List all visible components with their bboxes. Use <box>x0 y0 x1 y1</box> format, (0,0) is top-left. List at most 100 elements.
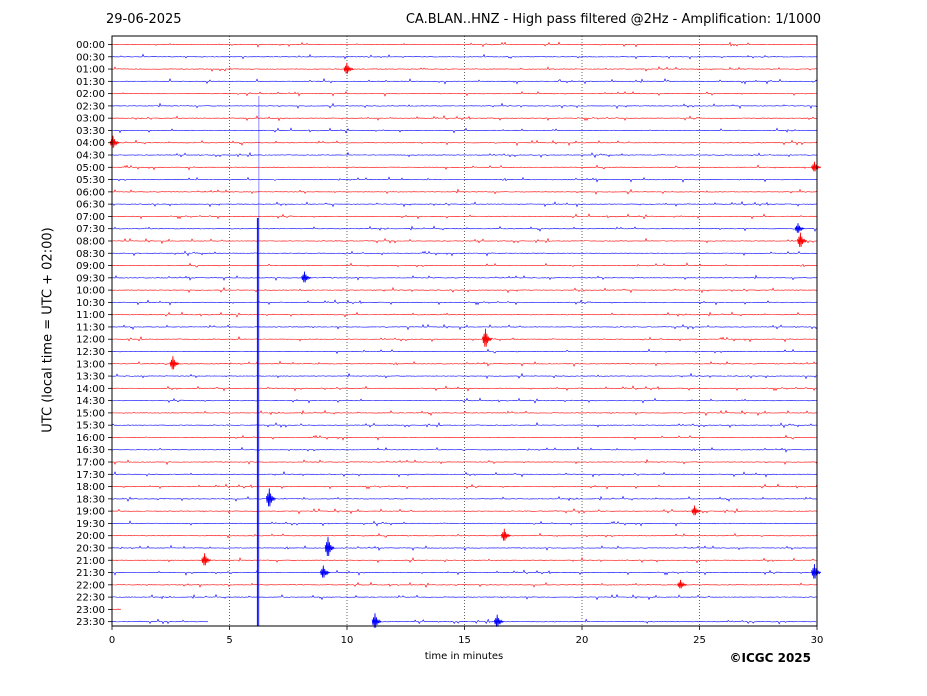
x-tick-label: 10 <box>341 635 354 646</box>
event-burst <box>343 62 354 74</box>
y-tick-label: 06:00 <box>76 187 105 198</box>
y-tick-label: 11:30 <box>76 322 105 333</box>
y-tick-label: 19:00 <box>76 507 105 518</box>
trace-0800 <box>111 237 818 245</box>
y-tick-label: 12:00 <box>76 335 105 346</box>
y-tick-label: 22:00 <box>76 580 105 591</box>
plot-title: CA.BLAN..HNZ - High pass filtered @2Hz -… <box>405 12 821 27</box>
event-burst <box>266 488 276 507</box>
y-tick-label: 03:00 <box>76 114 105 125</box>
y-tick-label: 13:30 <box>76 372 105 383</box>
y-tick-label: 20:30 <box>76 543 105 554</box>
event-burst <box>169 356 180 370</box>
trace-0530 <box>111 176 818 183</box>
trace-1400 <box>111 385 818 392</box>
trace-0500 <box>111 164 818 171</box>
trace-1930 <box>111 520 818 527</box>
x-tick-label: 25 <box>693 635 706 646</box>
y-tick-label: 23:00 <box>76 605 105 616</box>
trace-0900 <box>111 262 818 268</box>
event-burst <box>811 564 822 579</box>
y-tick-label: 20:00 <box>76 531 105 542</box>
y-tick-label: 18:00 <box>76 482 105 493</box>
trace-1830 <box>111 495 818 502</box>
y-tick-label: 09:00 <box>76 261 105 272</box>
trace-2330 <box>111 618 209 625</box>
trace-0130 <box>111 78 818 85</box>
trace-0400 <box>111 139 818 146</box>
trace-0100 <box>111 66 818 72</box>
trace-1630 <box>111 446 818 453</box>
event-burst <box>324 536 335 557</box>
trace-1100 <box>111 311 818 318</box>
event-burst <box>494 614 504 627</box>
trace-1900 <box>111 508 818 515</box>
y-tick-label: 01:00 <box>76 65 105 76</box>
trace-0630 <box>111 201 818 208</box>
trace-2200 <box>111 581 818 588</box>
trace-0330 <box>111 127 818 134</box>
trace-0230 <box>111 102 818 110</box>
y-tick-label: 14:30 <box>76 396 105 407</box>
event-burst <box>320 565 330 578</box>
y-tick-label: 17:00 <box>76 458 105 469</box>
trace-0700 <box>111 213 818 220</box>
event-burst <box>301 271 312 283</box>
trace-1530 <box>111 421 818 429</box>
trace-1200 <box>111 336 818 343</box>
y-tick-label: 21:00 <box>76 556 105 567</box>
trace-0300 <box>111 115 818 122</box>
event-burst <box>811 161 822 172</box>
trace-0730 <box>111 225 818 232</box>
trace-1700 <box>111 458 818 466</box>
y-tick-label: 17:30 <box>76 470 105 481</box>
y-tick-label: 22:30 <box>76 593 105 604</box>
trace-1430 <box>111 397 818 404</box>
event-burst <box>201 553 212 566</box>
y-tick-label: 23:30 <box>76 617 105 628</box>
trace-1730 <box>111 471 818 478</box>
trace-2030 <box>111 544 818 552</box>
trace-1130 <box>111 323 818 331</box>
trace-2130 <box>111 569 818 576</box>
y-tick-label: 04:00 <box>76 138 105 149</box>
trace-1330 <box>111 372 818 380</box>
event-burst <box>677 579 688 589</box>
y-tick-label: 02:00 <box>76 89 105 100</box>
y-tick-label: 12:30 <box>76 347 105 358</box>
copyright-notice: ©ICGC 2025 <box>729 651 811 665</box>
trace-0200 <box>111 91 818 97</box>
event-burst <box>691 505 702 516</box>
y-tick-label: 16:00 <box>76 433 105 444</box>
y-tick-label: 00:00 <box>76 40 105 51</box>
y-tick-label: 19:30 <box>76 519 105 530</box>
y-tick-label: 15:30 <box>76 421 105 432</box>
trace-1030 <box>111 299 818 306</box>
trace-1600 <box>111 434 818 441</box>
trace-0930 <box>111 274 817 281</box>
trace-2330 <box>375 618 817 625</box>
event-burst <box>501 528 511 541</box>
event-burst <box>797 232 808 248</box>
trace-1300 <box>111 360 817 367</box>
event-burst <box>482 328 493 347</box>
y-tick-label: 07:00 <box>76 212 105 223</box>
y-tick-label: 07:30 <box>76 224 105 235</box>
plot-date: 29-06-2025 <box>106 12 182 27</box>
trace-0830 <box>111 250 818 257</box>
y-tick-label: 16:30 <box>76 445 105 456</box>
y-tick-label: 21:30 <box>76 568 105 579</box>
y-tick-label: 10:30 <box>76 298 105 309</box>
x-axis-label: time in minutes <box>424 651 504 662</box>
event-burst <box>371 613 382 628</box>
trace-0000 <box>111 41 818 48</box>
y-tick-label: 04:30 <box>76 151 105 162</box>
y-tick-label: 13:00 <box>76 359 105 370</box>
trace-2100 <box>111 556 818 564</box>
y-tick-label: 10:00 <box>76 286 105 297</box>
trace-0030 <box>111 53 818 60</box>
trace-2230 <box>111 593 817 601</box>
y-tick-label: 09:30 <box>76 273 105 284</box>
trace-2300 <box>111 608 122 610</box>
